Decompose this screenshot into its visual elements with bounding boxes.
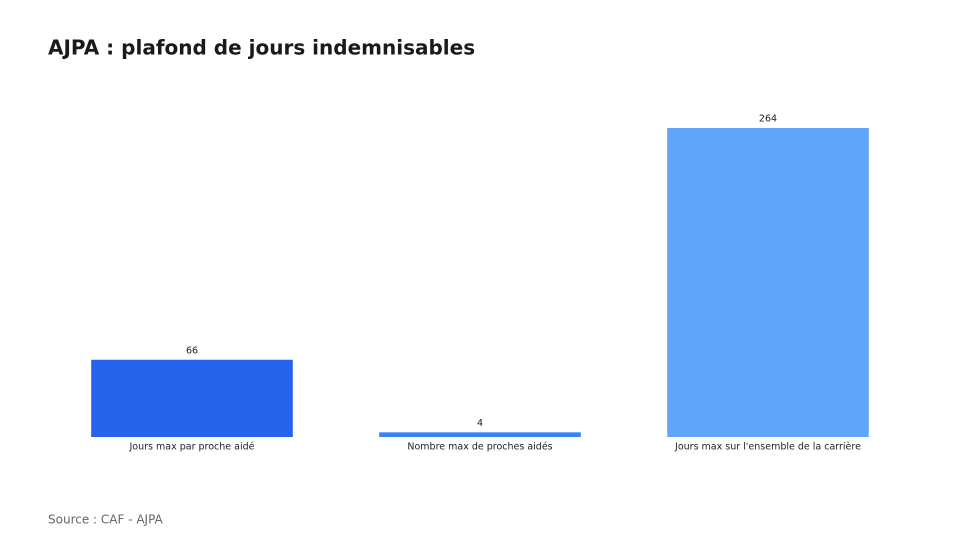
bar: [667, 128, 869, 437]
x-tick-label: Jours max sur l'ensemble de la carrière: [674, 442, 861, 453]
chart-title: AJPA : plafond de jours indemnisables: [48, 36, 475, 60]
x-tick-label: Jours max par proche aidé: [129, 442, 255, 453]
x-tick-label: Nombre max de proches aidés: [407, 442, 552, 453]
source: Source : CAF - AJPA: [48, 513, 164, 527]
bar: [91, 359, 293, 437]
value-label: 66: [186, 345, 198, 356]
value-label: 4: [477, 418, 483, 429]
bar: [379, 432, 581, 437]
value-label: 264: [759, 114, 777, 125]
